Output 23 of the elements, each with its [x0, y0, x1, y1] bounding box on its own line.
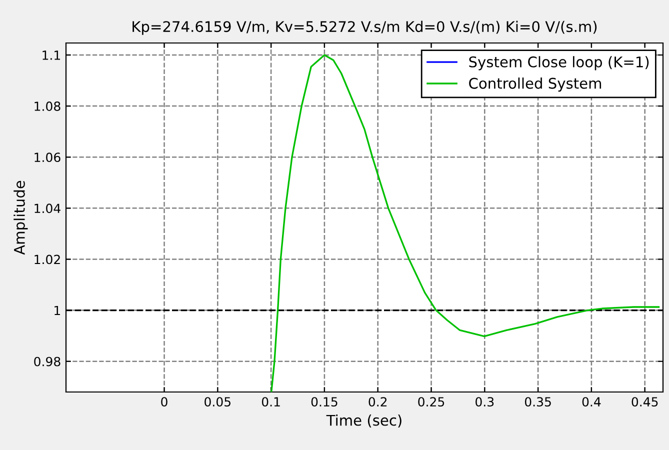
y-axis-title: Amplitude	[14, 180, 28, 255]
legend-label: Controlled System	[469, 78, 602, 92]
y-tick-label: 0.98	[34, 356, 60, 366]
x-tick-label: 0.1	[262, 397, 280, 407]
chart-title: Kp=274.6159 V/m, Kv=5.5272 V.s/m Kd=0 V.s/(m) Ki=0 V/(s.m)	[132, 20, 597, 35]
y-tick-label: 1.02	[34, 254, 60, 264]
legend-label: System Close loop (K=1)	[469, 56, 649, 70]
y-tick-label: 1	[54, 306, 60, 316]
x-tick-label: 0	[161, 397, 168, 407]
x-axis-title: Time (sec)	[326, 414, 402, 428]
y-tick-label: 1.04	[34, 204, 60, 214]
x-tick-label: 0.4	[582, 397, 601, 407]
x-tick-label: 0.15	[311, 397, 338, 407]
y-tick-label: 1.06	[34, 152, 60, 162]
x-tick-label: 0.35	[524, 397, 551, 407]
x-tick-label: 0.05	[204, 397, 230, 407]
line-series	[270, 54, 660, 392]
x-tick-label: 0.45	[632, 397, 658, 407]
x-tick-label: 0.2	[368, 397, 387, 407]
y-tick-label: 1.08	[34, 102, 60, 111]
y-tick-label: 1.1	[42, 50, 60, 60]
x-tick-label: 0.3	[476, 397, 494, 407]
x-tick-label: 0.25	[418, 397, 444, 407]
